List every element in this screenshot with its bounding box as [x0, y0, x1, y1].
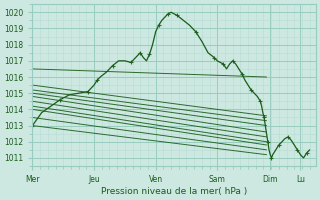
X-axis label: Pression niveau de la mer( hPa ): Pression niveau de la mer( hPa )	[101, 187, 247, 196]
